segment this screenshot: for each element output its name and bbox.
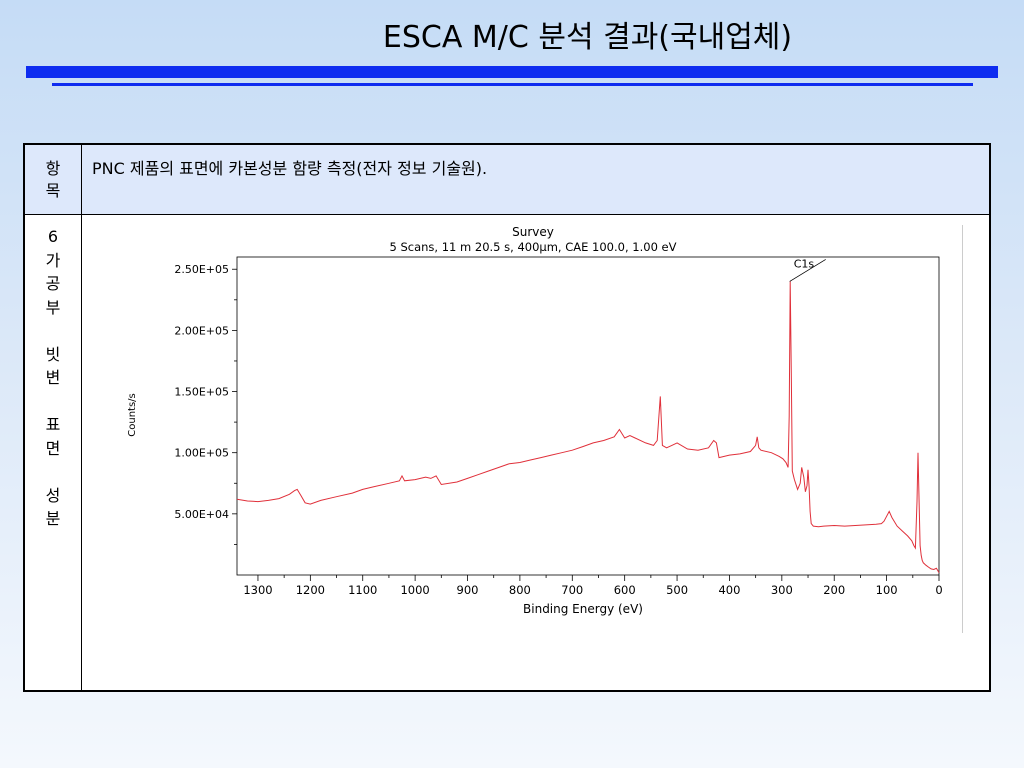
title-rule-thin — [52, 83, 973, 86]
y-tick-label: 5.00E+04 — [174, 508, 229, 521]
slide-title: ESCA M/C 분석 결과(국내업체) — [382, 20, 793, 55]
x-tick-label: 500 — [666, 583, 688, 597]
column-divider — [81, 145, 82, 690]
y-tick-label: 1.00E+05 — [174, 447, 229, 460]
y-tick-label: 2.50E+05 — [174, 263, 229, 276]
y-tick-label: 2.00E+05 — [174, 324, 229, 337]
xps-survey-chart: Survey 5 Scans, 11 m 20.5 s, 400µm, CAE … — [103, 225, 963, 633]
header-item-label: 항 목 — [45, 159, 61, 200]
x-tick-label: 400 — [718, 583, 740, 597]
chart-plot-area: C1s — [236, 257, 940, 573]
header-description: PNC 제품의 표면에 카본성분 함량 측정(전자 정보 기술원). — [92, 159, 488, 178]
chart-subtitle: 5 Scans, 11 m 20.5 s, 400µm, CAE 100.0, … — [390, 240, 677, 254]
x-tick-label: 900 — [457, 583, 479, 597]
plot-frame — [236, 256, 940, 576]
chart-axes: 5.00E+04 1.00E+05 1.50E+05 2.00E+05 2.50E+05… — [174, 256, 943, 597]
x-tick-label: 1000 — [400, 583, 429, 597]
x-tick-label: 800 — [509, 583, 531, 597]
x-tick-label: 600 — [614, 583, 636, 597]
title-rule-thick — [26, 66, 998, 78]
x-tick-label: 1100 — [348, 583, 377, 597]
result-table: 항 목 PNC 제품의 표면에 카본성분 함량 측정(전자 정보 기술원). 6… — [23, 143, 991, 692]
table-header-row — [25, 145, 989, 215]
y-axis-label: Counts/s — [127, 393, 138, 437]
x-tick-label: 700 — [561, 583, 583, 597]
x-tick-label: 200 — [823, 583, 845, 597]
annotation-leader — [789, 259, 826, 282]
spectrum-line — [236, 281, 940, 573]
chart-title: Survey — [512, 225, 554, 239]
x-axis-label: Binding Energy (eV) — [523, 602, 643, 616]
y-tick-label: 1.50E+05 — [174, 386, 229, 399]
chart-svg: Survey 5 Scans, 11 m 20.5 s, 400µm, CAE … — [127, 225, 943, 616]
x-tick-label: 0 — [935, 583, 942, 597]
x-tick-label: 1200 — [296, 583, 325, 597]
x-tick-label: 100 — [876, 583, 898, 597]
x-tick-label: 1300 — [243, 583, 272, 597]
row-label: 6 가 공 부 빗 변 표 면 성 분 — [45, 227, 61, 528]
annotation-label: C1s — [794, 257, 815, 270]
x-tick-label: 300 — [771, 583, 793, 597]
